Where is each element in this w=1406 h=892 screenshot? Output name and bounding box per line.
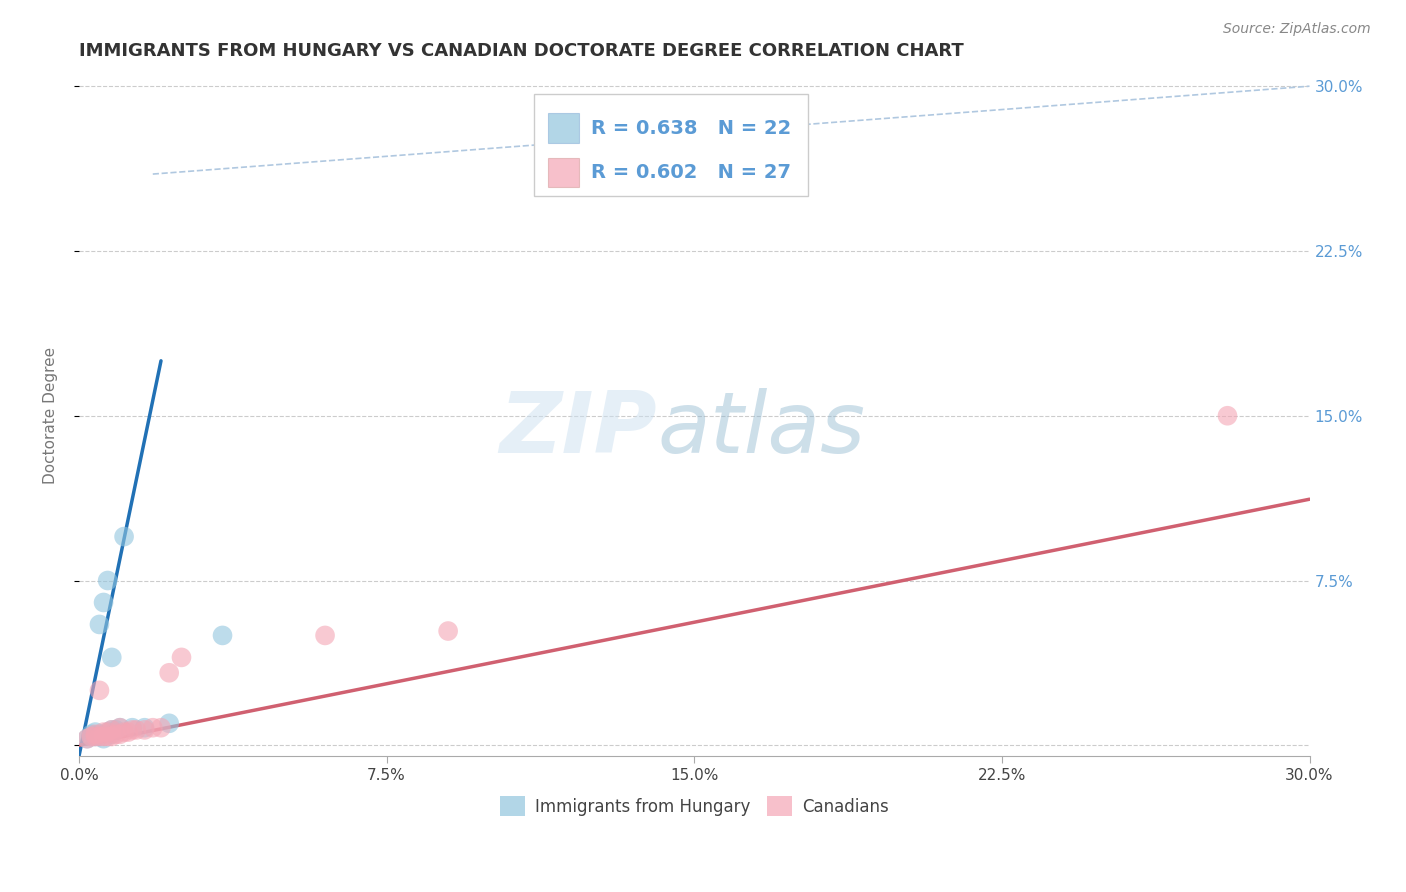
Legend: Immigrants from Hungary, Canadians: Immigrants from Hungary, Canadians: [494, 789, 896, 822]
Point: [1216, 409, 1239, 423]
Point: [437, 624, 460, 638]
Point: [112, 530, 135, 544]
Text: atlas: atlas: [658, 388, 865, 471]
Point: [89, 617, 111, 632]
Point: [97, 574, 120, 588]
Point: [84, 727, 107, 741]
Point: [93, 595, 115, 609]
Point: [134, 721, 156, 735]
Point: [84, 730, 107, 744]
Point: [97, 730, 120, 744]
Point: [108, 721, 131, 735]
Point: [108, 727, 131, 741]
Point: [80, 727, 103, 741]
Text: ZIP: ZIP: [499, 388, 658, 471]
Point: [104, 727, 127, 741]
Point: [100, 727, 122, 741]
Point: [97, 725, 120, 739]
Point: [89, 730, 111, 744]
Point: [93, 731, 115, 746]
Point: [80, 730, 103, 744]
Point: [93, 725, 115, 739]
Point: [134, 723, 156, 737]
Text: Source: ZipAtlas.com: Source: ZipAtlas.com: [1223, 22, 1371, 37]
Point: [314, 628, 336, 642]
Point: [100, 730, 122, 744]
Point: [157, 716, 180, 731]
Point: [150, 721, 173, 735]
Point: [100, 650, 122, 665]
Point: [76, 731, 98, 746]
Text: R = 0.638   N = 22: R = 0.638 N = 22: [591, 119, 790, 137]
Point: [104, 723, 127, 737]
Point: [93, 730, 115, 744]
Point: [211, 628, 233, 642]
Point: [117, 725, 139, 739]
Point: [80, 730, 103, 744]
Point: [89, 727, 111, 741]
Y-axis label: Doctorate Degree: Doctorate Degree: [44, 347, 58, 484]
Text: R = 0.602   N = 27: R = 0.602 N = 27: [591, 163, 790, 182]
Point: [125, 723, 148, 737]
Point: [142, 721, 165, 735]
Point: [108, 721, 131, 735]
Point: [100, 723, 122, 737]
Point: [100, 723, 122, 737]
Point: [97, 725, 120, 739]
Point: [121, 721, 143, 735]
Point: [84, 730, 107, 744]
Point: [84, 725, 107, 739]
Point: [76, 731, 98, 746]
Point: [157, 665, 180, 680]
Point: [89, 683, 111, 698]
Point: [121, 723, 143, 737]
Point: [89, 730, 111, 744]
Point: [170, 650, 193, 665]
Point: [112, 725, 135, 739]
Text: IMMIGRANTS FROM HUNGARY VS CANADIAN DOCTORATE DEGREE CORRELATION CHART: IMMIGRANTS FROM HUNGARY VS CANADIAN DOCT…: [79, 42, 963, 60]
